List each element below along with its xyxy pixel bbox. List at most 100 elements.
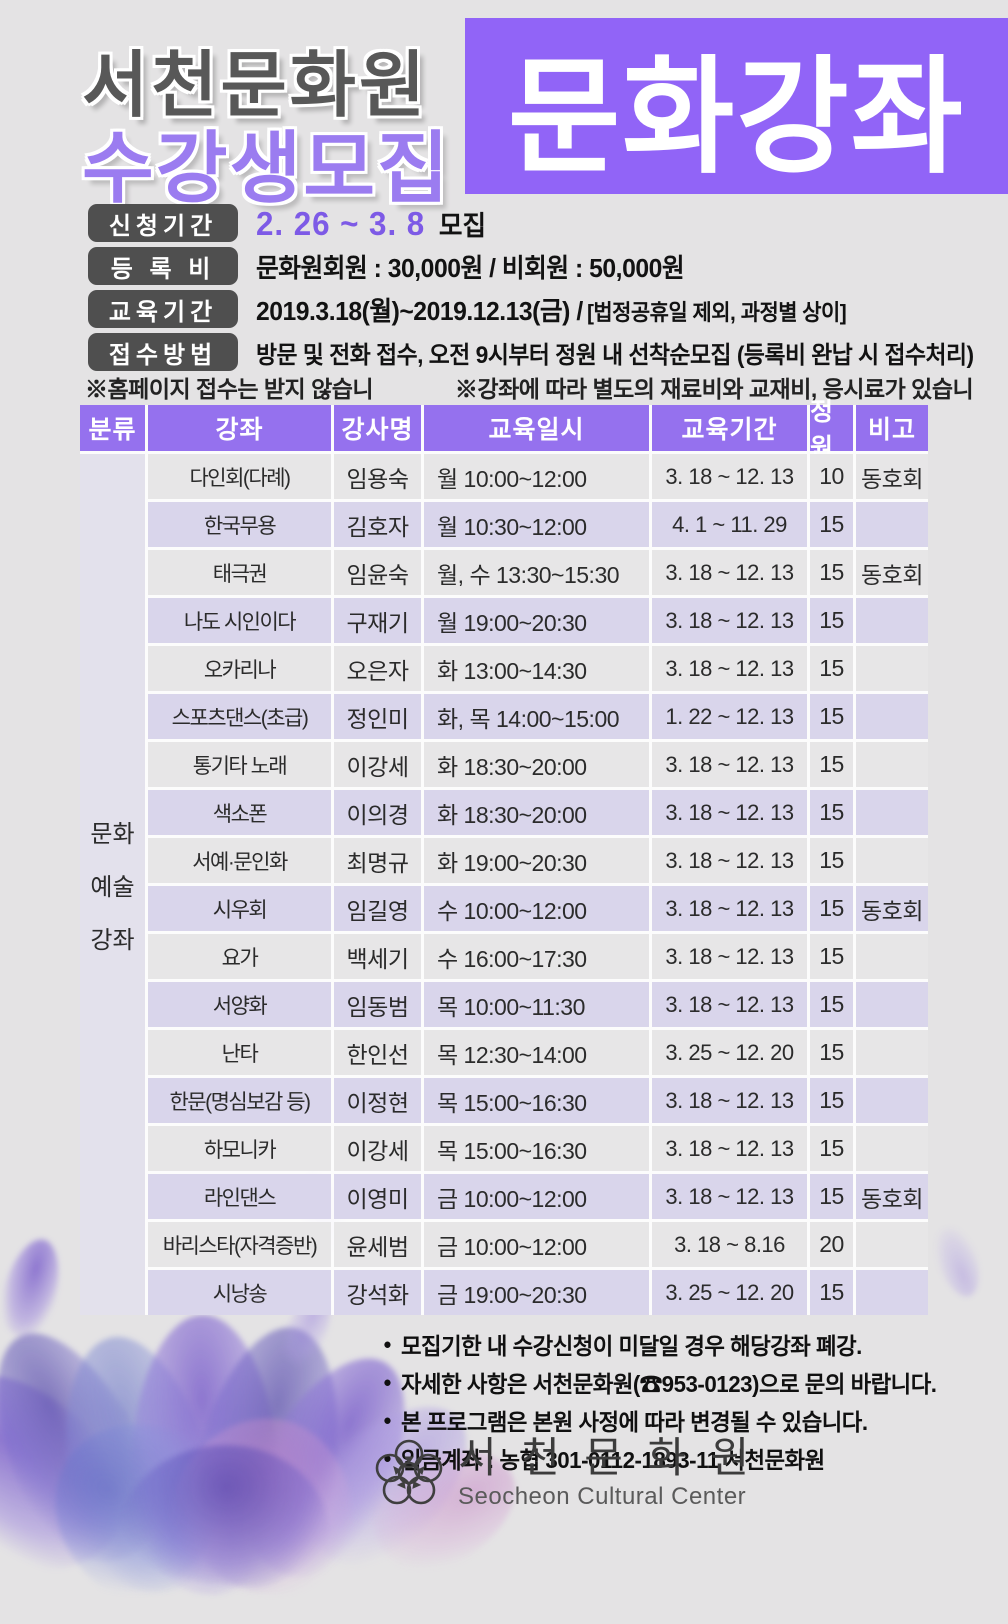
note-cell — [856, 502, 928, 547]
instructor-cell: 이강세 — [334, 742, 421, 787]
schedule-cell: 금 10:00~12:00 — [424, 1222, 649, 1267]
note-cell — [856, 1222, 928, 1267]
info-row-edu-period: 교육기간 2019.3.18(월)~2019.12.13(금) / [법정공휴일… — [88, 290, 877, 328]
period-cell: 3. 18 ~ 12. 13 — [652, 934, 807, 979]
fee-label: 등 록 비 — [88, 247, 238, 285]
flower-petal — [19, 1388, 252, 1624]
course-cell: 서예·문인화 — [148, 838, 331, 883]
bullet-icon: ● — [383, 1335, 392, 1353]
notice-bullets: ● 모집기한 내 수강신청이 미달일 경우 해당강좌 폐강. ● 자세한 사항은 서천… — [383, 1327, 954, 1479]
period-cell: 3. 18 ~ 12. 13 — [652, 1126, 807, 1171]
course-cell: 난타 — [148, 1030, 331, 1075]
note-cell — [856, 838, 928, 883]
banner: 문화강좌 — [465, 18, 1008, 194]
schedule-cell: 목 15:00~16:30 — [424, 1126, 649, 1171]
flower-petal — [0, 1232, 70, 1344]
notice-item: ● 본 프로그램은 본원 사정에 따라 변경될 수 있습니다. — [383, 1403, 936, 1437]
info-row-how-to-apply: 접수방법 방문 및 전화 접수, 오전 9시부터 정원 내 선착순모집 (등록비… — [88, 333, 1008, 371]
course-cell: 스포츠댄스(초급) — [148, 694, 331, 739]
capacity-cell: 15 — [810, 646, 853, 691]
period-cell: 3. 18 ~ 12. 13 — [652, 454, 807, 499]
schedule-cell: 화 13:00~14:30 — [424, 646, 649, 691]
edu-period-label: 교육기간 — [88, 290, 238, 328]
course-cell: 시낭송 — [148, 1270, 331, 1315]
notice-item: ● 모집기한 내 수강신청이 미달일 경우 해당강좌 폐강. — [383, 1327, 936, 1361]
note-cell — [856, 1078, 928, 1123]
footer-org-name-eng: Seocheon Cultural Center — [458, 1483, 747, 1510]
course-cell: 나도 시인이다 — [148, 598, 331, 643]
apply-period-dates: 2. 26 ~ 3. 8 — [256, 204, 426, 242]
instructor-cell: 윤세범 — [334, 1222, 421, 1267]
bullet-icon: ● — [383, 1449, 392, 1467]
notice-item: ● 자세한 사항은 서천문화원(☎953-0123)으로 문의 바랍니다. — [383, 1365, 937, 1399]
notice-text: 본 프로그램은 본원 사정에 따라 변경될 수 있습니다. — [401, 1409, 868, 1435]
note-cell — [856, 982, 928, 1027]
instructor-cell: 임윤숙 — [334, 550, 421, 595]
apply-period-value: 2. 26 ~ 3. 8 모집 — [256, 204, 486, 243]
schedule-cell: 수 10:00~12:00 — [424, 886, 649, 931]
course-cell: 통기타 노래 — [148, 742, 331, 787]
capacity-cell: 15 — [810, 1078, 853, 1123]
flower-petal — [0, 1308, 186, 1587]
instructor-cell: 임용숙 — [334, 454, 421, 499]
schedule-cell: 화 18:30~20:00 — [424, 742, 649, 787]
period-cell: 3. 18 ~ 12. 13 — [652, 790, 807, 835]
capacity-cell: 15 — [810, 1030, 853, 1075]
instructor-cell: 한인선 — [334, 1030, 421, 1075]
instructor-cell: 김호자 — [334, 502, 421, 547]
capacity-cell: 15 — [810, 1174, 853, 1219]
info-row-apply-period: 신청기간 2. 26 ~ 3. 8 모집 — [88, 204, 498, 242]
instructor-cell: 오은자 — [334, 646, 421, 691]
schedule-cell: 금 10:00~12:00 — [424, 1174, 649, 1219]
category-line: 예술 — [90, 874, 135, 901]
period-cell: 3. 18 ~ 12. 13 — [652, 1078, 807, 1123]
capacity-cell: 10 — [810, 454, 853, 499]
fee-value: 문화원회원 : 30,000원 / 비회원 : 50,000원 — [256, 252, 685, 283]
header-cell: 정원 — [810, 398, 853, 462]
notice-text: 모집기한 내 수강신청이 미달일 경우 해당강좌 폐강. — [401, 1333, 862, 1359]
period-cell: 3. 18 ~ 12. 13 — [652, 982, 807, 1027]
course-cell: 색소폰 — [148, 790, 331, 835]
how-to-apply-value: 방문 및 전화 접수, 오전 9시부터 정원 내 선착순모집 (등록비 완납 시… — [256, 341, 974, 369]
period-cell: 3. 18 ~ 8.16 — [652, 1222, 807, 1267]
schedule-cell: 월, 수 13:30~15:30 — [424, 550, 649, 595]
header-cell: 강사명 — [334, 405, 421, 451]
flower-petal — [926, 1221, 990, 1303]
note-cell — [856, 934, 928, 979]
course-table: 분류 강좌 강사명 교육일시 교육기간 정원 비고 문화 예술 강좌 다인회(다례) 임용숙 월 10:… — [80, 398, 928, 1315]
period-cell: 3. 18 ~ 12. 13 — [652, 838, 807, 883]
capacity-cell: 15 — [810, 694, 853, 739]
course-cell: 한국무용 — [148, 502, 331, 547]
flower-petal — [123, 1312, 285, 1598]
category-line: 강좌 — [90, 927, 135, 954]
capacity-cell: 15 — [810, 790, 853, 835]
period-cell: 3. 18 ~ 12. 13 — [652, 1174, 807, 1219]
schedule-cell: 목 10:00~11:30 — [424, 982, 649, 1027]
instructor-cell: 이의경 — [334, 790, 421, 835]
schedule-cell: 화, 목 14:00~15:00 — [424, 694, 649, 739]
header-cell: 교육일시 — [424, 405, 649, 451]
org-title: 서천문화원 — [82, 46, 429, 126]
schedule-cell: 월 10:00~12:00 — [424, 454, 649, 499]
capacity-cell: 15 — [810, 982, 853, 1027]
edu-period-dates: 2019.3.18(월)~2019.12.13(금) / — [256, 295, 583, 326]
flower-petal — [0, 1338, 157, 1602]
note-cell: 동호회 — [856, 1174, 928, 1219]
capacity-cell: 15 — [810, 598, 853, 643]
course-cell: 라인댄스 — [148, 1174, 331, 1219]
instructor-cell: 정인미 — [334, 694, 421, 739]
instructor-cell: 이정현 — [334, 1078, 421, 1123]
note-cell — [856, 742, 928, 787]
period-cell: 3. 18 ~ 12. 13 — [652, 550, 807, 595]
how-to-apply-label: 접수방법 — [88, 333, 238, 371]
instructor-cell: 강석화 — [334, 1270, 421, 1315]
capacity-cell: 15 — [810, 1270, 853, 1315]
capacity-cell: 15 — [810, 550, 853, 595]
flower-petal — [158, 1405, 367, 1606]
period-cell: 3. 25 ~ 12. 20 — [652, 1270, 807, 1315]
header-cell: 교육기간 — [652, 405, 807, 451]
footer-logo: 서 천 문 화 원 Seocheon Cultural Center — [372, 1437, 756, 1511]
notice-item: ● 입금계좌 : 농협 301-0112-1893-11 서천문화원 — [383, 1441, 936, 1475]
course-cell: 하모니카 — [148, 1126, 331, 1171]
header-cell: 강좌 — [148, 405, 331, 451]
